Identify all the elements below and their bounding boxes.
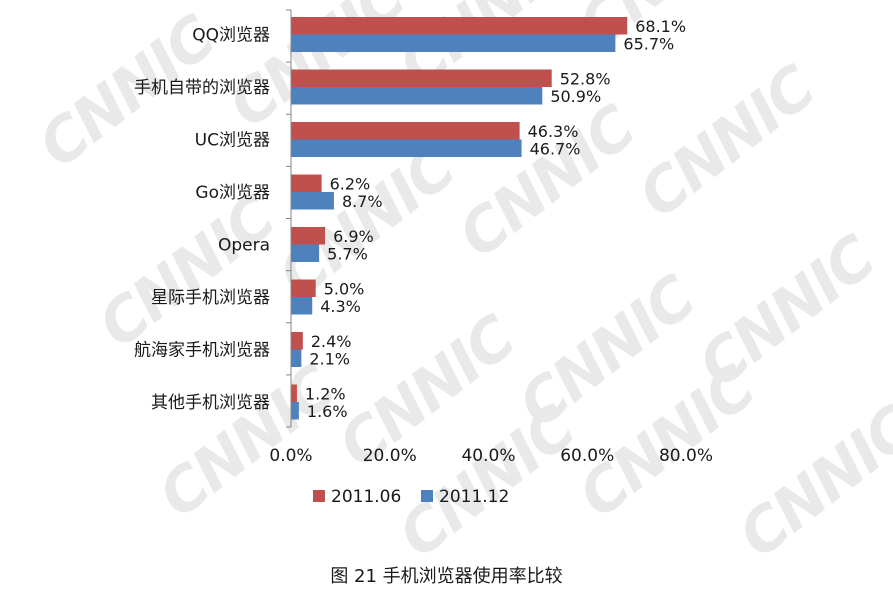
- data-label: 8.7%: [342, 192, 383, 211]
- watermark-text: CNNIC: [146, 352, 349, 532]
- data-label: 68.1%: [635, 17, 686, 36]
- bar-2011-06: [291, 384, 297, 402]
- figure-caption: 图 21 手机浏览器使用率比较: [330, 566, 563, 587]
- legend-label: 2011.12: [439, 487, 509, 507]
- bar-2011-12: [291, 244, 320, 262]
- watermark-text: CNNIC: [446, 92, 649, 272]
- category-label: Opera: [218, 236, 270, 256]
- legend-label: 2011.06: [331, 487, 401, 507]
- bar-2011-12: [291, 192, 334, 210]
- bar-2011-06: [291, 122, 520, 140]
- data-label: 6.2%: [330, 174, 371, 193]
- x-tick-label: 20.0%: [363, 446, 417, 466]
- data-label: 46.3%: [528, 122, 579, 141]
- data-label: 5.0%: [324, 279, 365, 298]
- bar-2011-06: [291, 174, 322, 192]
- bar-2011-12: [291, 297, 313, 315]
- bar-2011-06: [291, 332, 303, 350]
- watermark-text: CNNIC: [86, 182, 289, 362]
- data-label: 1.2%: [305, 384, 346, 403]
- x-tick-label: 0.0%: [269, 446, 312, 466]
- bar-2011-12: [291, 34, 616, 52]
- bar-2011-12: [291, 87, 543, 105]
- bar-2011-12: [291, 349, 302, 367]
- legend-swatch: [313, 490, 325, 502]
- data-label: 1.6%: [307, 402, 348, 421]
- data-label: 52.8%: [560, 69, 611, 88]
- x-tick-label: 80.0%: [659, 446, 713, 466]
- data-label: 2.4%: [311, 332, 352, 351]
- data-label: 46.7%: [530, 139, 581, 158]
- data-label: 6.9%: [333, 227, 374, 246]
- data-label: 5.7%: [327, 244, 368, 263]
- category-label: 其他手机浏览器: [151, 393, 270, 413]
- bar-2011-06: [291, 17, 628, 35]
- data-label: 65.7%: [623, 34, 674, 53]
- data-label: 50.9%: [550, 87, 601, 106]
- category-label: Go浏览器: [195, 183, 270, 203]
- bar-2011-06: [291, 279, 316, 297]
- data-label: 2.1%: [309, 349, 350, 368]
- legend-swatch: [421, 490, 433, 502]
- x-tick-label: 40.0%: [461, 446, 515, 466]
- bar-2011-12: [291, 402, 299, 420]
- bar-2011-06: [291, 227, 326, 245]
- x-tick-label: 60.0%: [560, 446, 614, 466]
- bar-2011-12: [291, 139, 522, 157]
- category-label: UC浏览器: [195, 131, 270, 151]
- category-label: 航海家手机浏览器: [134, 341, 270, 361]
- category-label: 手机自带的浏览器: [134, 78, 270, 98]
- category-label: QQ浏览器: [192, 26, 270, 46]
- bar-2011-06: [291, 69, 552, 87]
- category-label: 星际手机浏览器: [151, 288, 270, 308]
- watermark-text: CNNIC: [626, 52, 829, 232]
- data-label: 4.3%: [320, 297, 361, 316]
